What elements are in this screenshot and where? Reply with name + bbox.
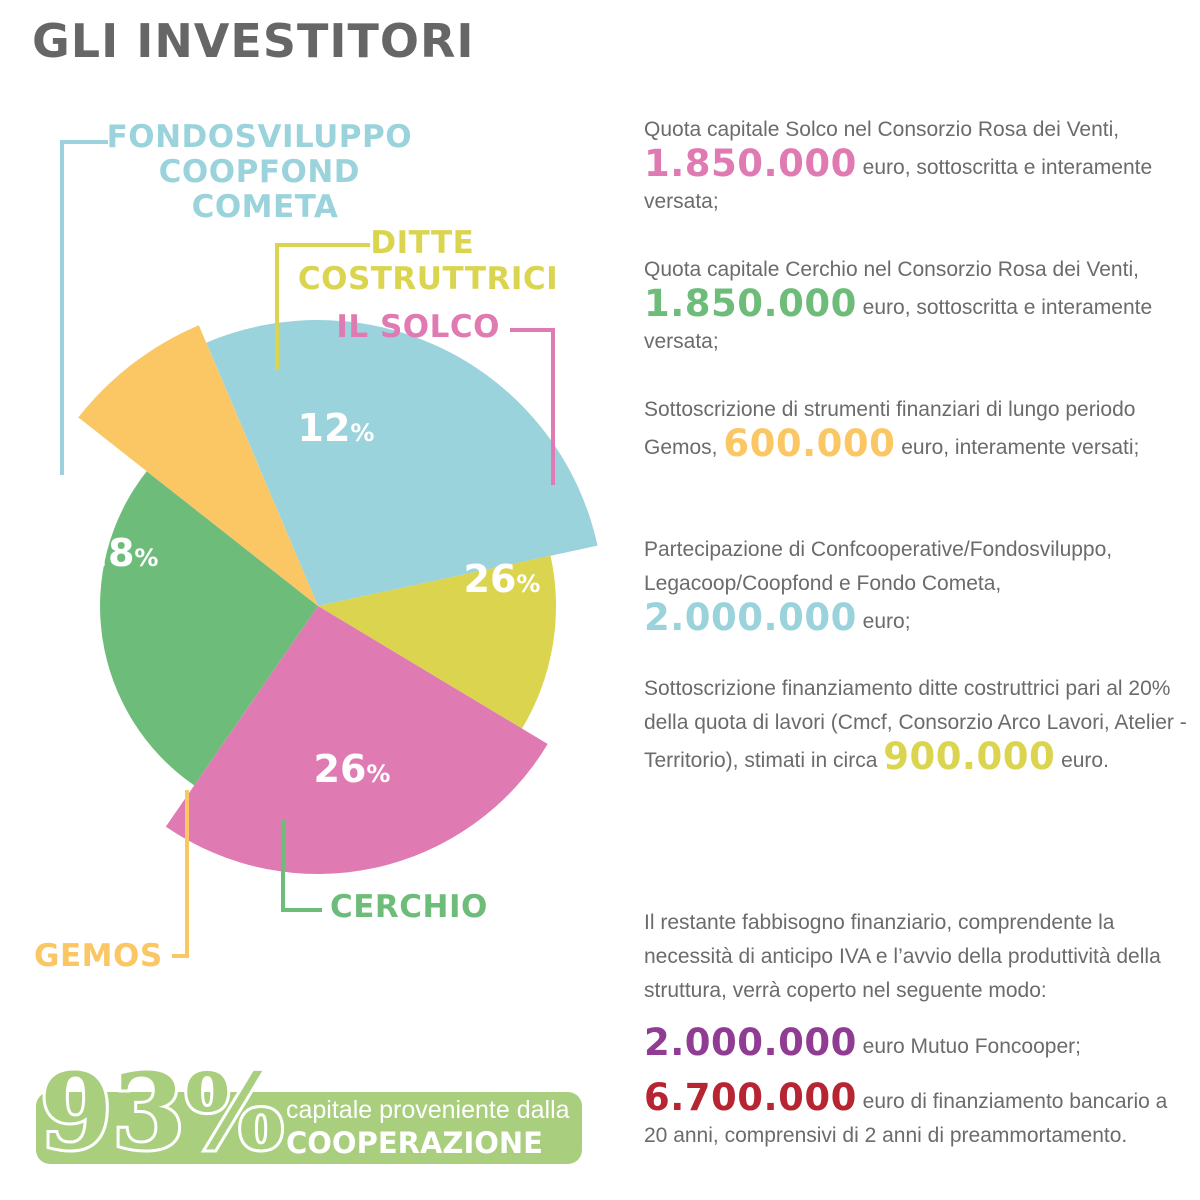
amount-fondi: 2.000.000: [644, 596, 857, 639]
leader-line-gemos: [172, 790, 189, 958]
remaining-mutuo: 2.000.000 euro Mutuo Foncooper;: [644, 1024, 1189, 1064]
label-il-solco-line1: IL SOLCO: [336, 309, 500, 345]
paragraph-solco: Quota capitale Solco nel Consorzio Rosa …: [644, 113, 1189, 219]
remaining-finanziamento: 6.700.000 euro di finanziamento bancario…: [644, 1079, 1189, 1153]
leader-line-cerchio: [281, 820, 322, 912]
pie-slice-cerchio: [100, 471, 318, 786]
paragraph-ditte-tail: euro.: [1055, 749, 1109, 772]
amount-finanziamento: 6.700.000: [644, 1076, 857, 1119]
paragraph-fondi-tail: euro;: [856, 610, 911, 633]
paragraph-solco-text: Quota capitale Solco nel Consorzio Rosa …: [644, 118, 1120, 141]
label-ditte-line2: COSTRUTTRICI: [298, 261, 558, 297]
paragraph-ditte-text: Sottoscrizione finanziamento ditte costr…: [644, 677, 1187, 772]
pct-sym-ditte: %: [350, 419, 374, 447]
cooperation-percent: 93%: [37, 1050, 287, 1173]
label-fondosviluppo-line1: FONDOSVILUPPO: [107, 119, 413, 155]
pct-label-cerchio: 26%: [314, 747, 391, 791]
label-fondosviluppo: FONDOSVILUPPO COOPFOND COMETA: [107, 119, 424, 225]
cooperation-heading: COOPERAZIONE: [286, 1126, 543, 1160]
pct-label-fondosviluppo: 28%: [82, 531, 159, 575]
label-cerchio: CERCHIO: [330, 889, 488, 925]
pct-sym-fondosviluppo: %: [134, 544, 158, 572]
amount-ditte: 900.000: [883, 735, 1056, 778]
pct-sym-il-solco: %: [516, 570, 540, 598]
label-gemos-line1: GEMOS: [34, 938, 163, 974]
remaining-finanziamento-text: euro di finanziamento bancario a 20 anni…: [644, 1090, 1168, 1147]
pie-slice-fondosviluppo: [206, 320, 598, 606]
pct-label-gemos: 8%: [75, 772, 126, 816]
pct-num-il-solco: 26: [464, 557, 517, 601]
page-title: GLI INVESTITORI: [32, 14, 475, 68]
paragraph-solco-tail: euro, sottoscritta e interamente versata…: [644, 156, 1153, 213]
pct-sym-gemos: %: [101, 785, 125, 813]
label-il-solco: IL SOLCO: [336, 309, 500, 345]
leader-line-il-solco: [510, 328, 555, 485]
pct-num-gemos: 8: [75, 772, 101, 816]
label-cerchio-line1: CERCHIO: [330, 889, 488, 925]
pie-chart: FONDOSVILUPPO COOPFOND COMETA DITTE COST…: [34, 119, 598, 974]
paragraph-gemos: Sottoscrizione di strumenti finanziari d…: [644, 393, 1189, 465]
paragraph-fondi-text: Partecipazione di Confcooperative/Fondos…: [644, 538, 1113, 595]
label-ditte-line1: DITTE: [370, 225, 474, 261]
remaining-mutuo-text: euro Mutuo Foncooper;: [856, 1035, 1081, 1058]
pct-label-il-solco: 26%: [464, 557, 541, 601]
label-fondosviluppo-line3: COMETA: [192, 189, 339, 225]
pct-num-fondosviluppo: 28: [82, 531, 135, 575]
paragraph-fondi: Partecipazione di Confcooperative/Fondos…: [644, 533, 1189, 639]
amount-gemos: 600.000: [723, 422, 896, 465]
pie-slice-ditte-costruttrici: [318, 555, 556, 729]
cooperation-badge: [36, 1092, 582, 1164]
leader-line-fondosviluppo: [60, 140, 108, 475]
leader-line-ditte: [275, 243, 370, 370]
pct-label-ditte: 12%: [298, 406, 375, 450]
paragraph-cerchio-text: Quota capitale Cerchio nel Consorzio Ros…: [644, 258, 1139, 281]
paragraph-gemos-tail: euro, interamente versati;: [895, 436, 1140, 459]
paragraph-ditte: Sottoscrizione finanziamento ditte costr…: [644, 672, 1189, 778]
cooperation-caption: capitale proveniente dalla: [286, 1096, 570, 1124]
amount-cerchio: 1.850.000: [644, 282, 857, 325]
pct-sym-cerchio: %: [366, 760, 390, 788]
amount-mutuo: 2.000.000: [644, 1021, 857, 1064]
paragraph-gemos-text: Sottoscrizione di strumenti finanziari d…: [644, 398, 1136, 459]
label-gemos: GEMOS: [34, 938, 163, 974]
amount-solco: 1.850.000: [644, 142, 857, 185]
pie-slice-gemos: [78, 325, 318, 606]
paragraph-cerchio: Quota capitale Cerchio nel Consorzio Ros…: [644, 253, 1189, 359]
paragraph-cerchio-tail: euro, sottoscritta e interamente versata…: [644, 296, 1153, 353]
pct-num-ditte: 12: [298, 406, 351, 450]
label-fondosviluppo-line2: COOPFOND: [159, 154, 360, 190]
pie-slice-il-solco: [165, 606, 548, 874]
remaining-intro: Il restante fabbisogno finanziario, comp…: [644, 911, 1161, 1002]
pct-num-cerchio: 26: [314, 747, 367, 791]
label-ditte-costruttrici: DITTE COSTRUTTRICI: [298, 225, 558, 297]
